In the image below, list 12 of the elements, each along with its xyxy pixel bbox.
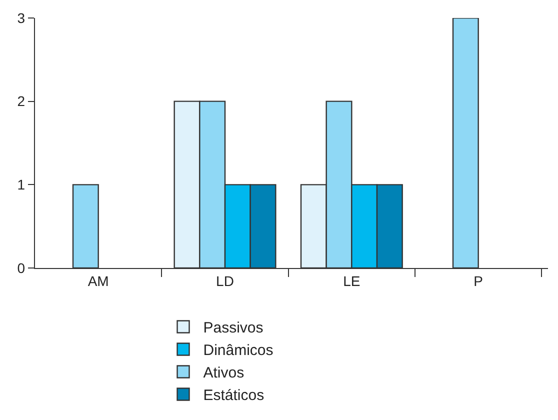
y-tick-label: 3 bbox=[17, 10, 26, 26]
x-tick-label: AM bbox=[88, 272, 109, 289]
legend-label: Dinâmicos bbox=[203, 342, 274, 360]
y-tick-label: 1 bbox=[17, 176, 26, 193]
legend-label: Estáticos bbox=[203, 387, 264, 404]
x-tick-label: LE bbox=[343, 272, 360, 289]
legend-label: Ativos bbox=[203, 364, 244, 382]
x-tick-label: P bbox=[474, 272, 483, 289]
y-tick-label: 0 bbox=[17, 260, 26, 276]
legend-label: Passivos bbox=[203, 320, 264, 337]
x-tick-label: LD bbox=[216, 272, 234, 289]
y-tick-label: 2 bbox=[17, 93, 26, 110]
